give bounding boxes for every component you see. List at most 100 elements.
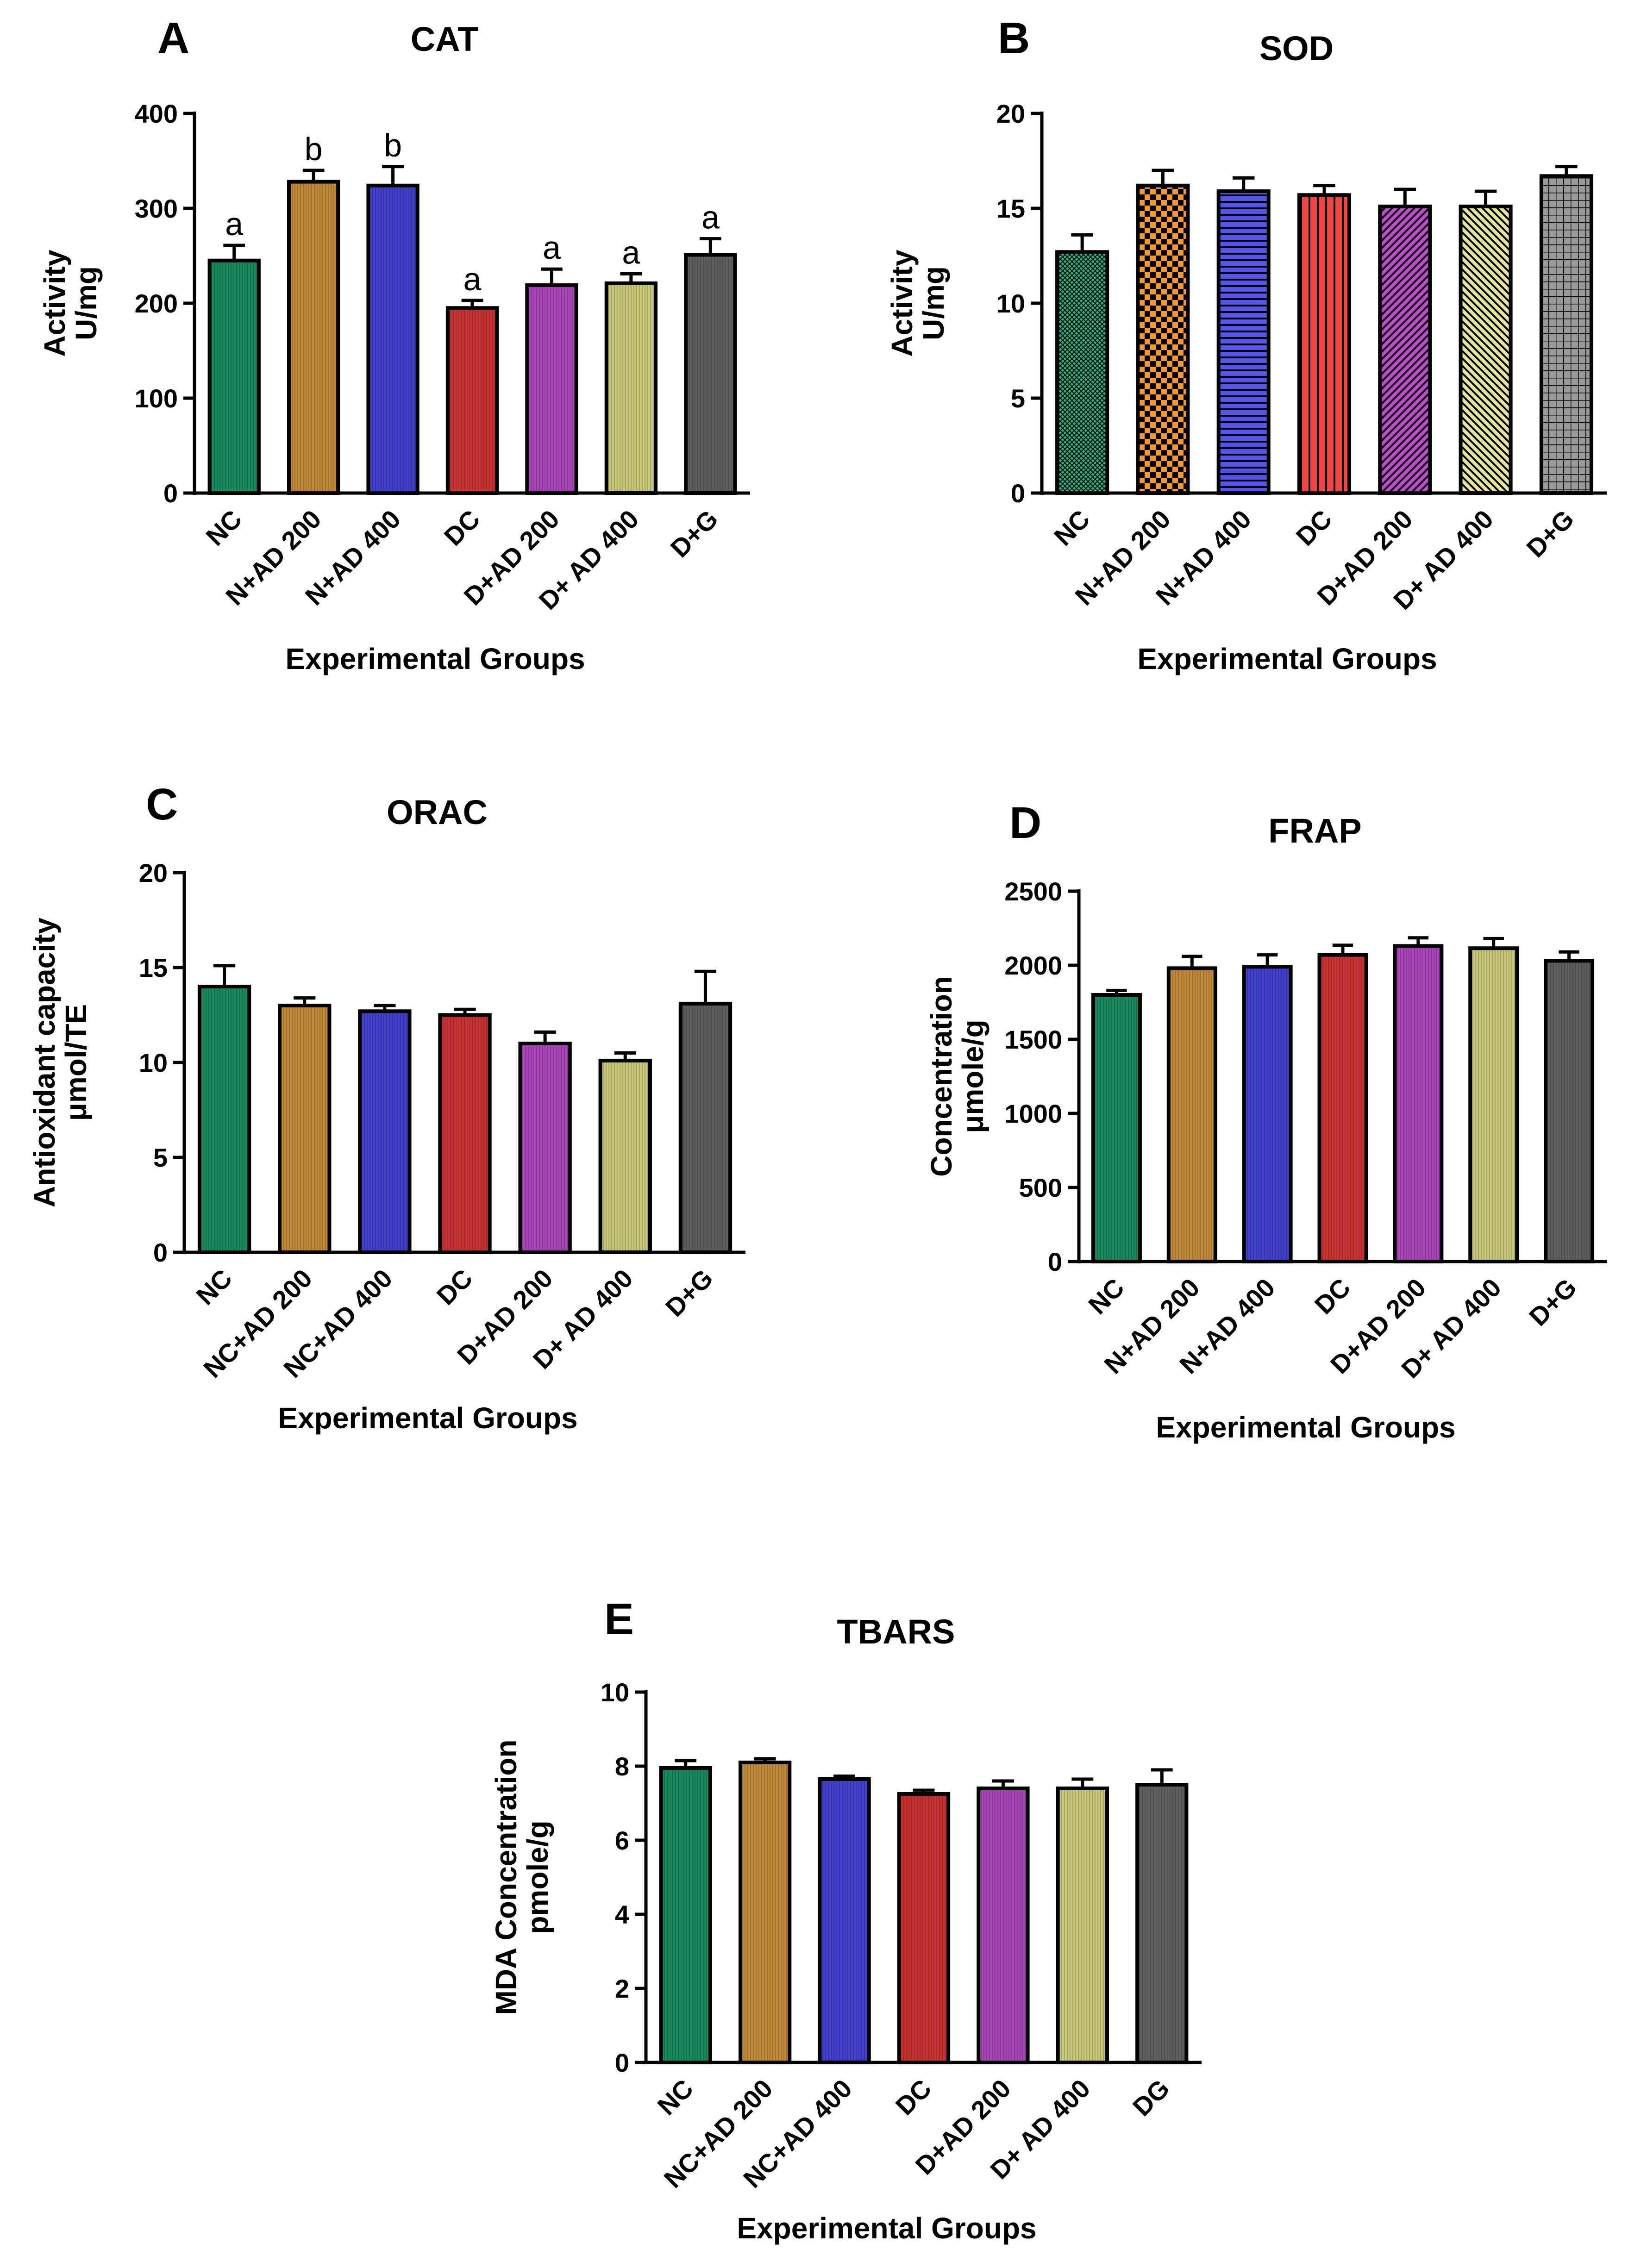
significance-label: b [305, 131, 323, 167]
chart-title: CAT [411, 20, 479, 58]
significance-label: a [622, 234, 640, 270]
y-tick-label: 100 [135, 384, 178, 413]
y-tick-label: 15 [996, 194, 1025, 223]
y-tick-label: 0 [1011, 479, 1025, 508]
y-tick-label: 6 [615, 1826, 629, 1855]
chart-title: FRAP [1268, 812, 1361, 850]
y-tick-label: 300 [135, 194, 178, 223]
y-axis-title-line: μmole/g [956, 1019, 989, 1133]
x-tick-label: NC [190, 1263, 238, 1311]
significance-label: a [701, 200, 720, 236]
y-tick-label: 400 [135, 99, 178, 128]
x-tick-label: DC [438, 504, 486, 551]
bar-dc [897, 1792, 951, 2064]
x-tick-label: NC [200, 504, 247, 551]
y-tick-label: 500 [1019, 1173, 1062, 1202]
bar-nc [659, 1766, 712, 2064]
y-tick-label: 10 [996, 289, 1025, 318]
x-tick-label: DG [1127, 2074, 1175, 2122]
significance-label: b [384, 127, 402, 163]
y-tick-label: 15 [139, 953, 168, 982]
x-tick-label: D+G [1523, 1273, 1582, 1331]
significance-label: a [225, 206, 243, 242]
x-axis-title: Experimental Groups [1137, 642, 1437, 675]
chart-title: ORAC [387, 793, 488, 831]
y-axis-title-line: Concentration [925, 976, 958, 1177]
x-tick-label: D+G [1521, 504, 1579, 563]
y-tick-label: 0 [153, 1238, 168, 1267]
bar-d-g [678, 1001, 733, 1254]
bar-nc-ad-200 [739, 1761, 792, 2064]
y-axis-title-line: Activity [38, 250, 71, 357]
y-tick-label: 2 [615, 1974, 629, 2003]
bar-d-ad-200 [525, 283, 578, 495]
bar-d-g [684, 253, 737, 495]
bar-nc [197, 985, 251, 1254]
panel-letter: D [1009, 798, 1041, 848]
bar-d-ad-400 [598, 1058, 652, 1254]
bar-nc [1091, 993, 1142, 1263]
y-tick-label: 4 [615, 1900, 629, 1929]
y-tick-label: 20 [139, 858, 168, 887]
x-axis-title: Experimental Groups [285, 642, 585, 675]
y-tick-label: 0 [163, 479, 178, 508]
y-tick-label: 8 [615, 1752, 629, 1781]
y-tick-label: 2000 [1004, 951, 1062, 980]
y-tick-label: 0 [615, 2048, 629, 2077]
x-axis-title: Experimental Groups [278, 1401, 577, 1435]
y-tick-label: 10 [601, 1678, 629, 1707]
bar-d-ad-200 [977, 1787, 1030, 2064]
y-axis-title-line: U/mg [69, 266, 103, 340]
x-axis-title: Experimental Groups [1156, 1411, 1455, 1444]
bar-d-g [1539, 174, 1593, 495]
y-axis-title-line: Activity [885, 250, 919, 357]
x-tick-label: NC [651, 2074, 699, 2121]
x-tick-label: NC [1083, 1273, 1130, 1320]
x-tick-label: D+G [660, 1263, 719, 1322]
bar-n-ad-400 [366, 183, 420, 495]
significance-label: a [463, 261, 482, 297]
y-tick-label: 5 [153, 1143, 168, 1172]
bar-n-ad-200 [287, 180, 340, 495]
panel-letter: A [157, 13, 189, 63]
x-tick-label: DC [1309, 1273, 1356, 1320]
bar-n-ad-200 [1136, 183, 1190, 495]
x-axis-title: Experimental Groups [737, 2212, 1036, 2245]
y-tick-label: 5 [1011, 384, 1025, 413]
bar-d-ad-400 [1056, 1787, 1109, 2064]
y-tick-label: 1500 [1004, 1025, 1062, 1054]
bar-d-ad-200 [1393, 944, 1444, 1263]
x-tick-label: DC [890, 2074, 937, 2121]
bar-nc [1055, 250, 1109, 495]
chart-title: SOD [1259, 29, 1334, 68]
y-axis-title-line: Antioxidant capacity [28, 918, 61, 1207]
bar-d-ad-400 [1459, 204, 1513, 495]
bar-dg [1135, 1783, 1189, 2064]
bar-n-ad-400 [1242, 965, 1293, 1263]
chart-title: TBARS [837, 1612, 955, 1651]
bar-nc-ad-400 [818, 1777, 871, 2064]
y-tick-label: 200 [135, 289, 178, 318]
significance-label: a [543, 230, 561, 266]
y-axis-title-line: U/mg [917, 266, 950, 340]
x-tick-label: DC [431, 1263, 478, 1311]
bar-dc [1297, 193, 1352, 495]
bar-d-ad-400 [604, 281, 658, 495]
bar-dc [1317, 953, 1368, 1264]
bar-nc-ad-400 [358, 1009, 412, 1255]
bar-nc [207, 258, 261, 495]
x-tick-label: D+G [665, 504, 724, 563]
y-tick-label: 20 [996, 99, 1025, 128]
y-tick-label: 0 [1048, 1247, 1062, 1276]
y-axis-title-line: μmol/TE [59, 1004, 93, 1121]
x-tick-label: NC [1048, 504, 1096, 551]
panel-letter: B [998, 13, 1030, 63]
bar-n-ad-400 [1216, 189, 1271, 495]
bar-d-ad-200 [1378, 204, 1432, 495]
